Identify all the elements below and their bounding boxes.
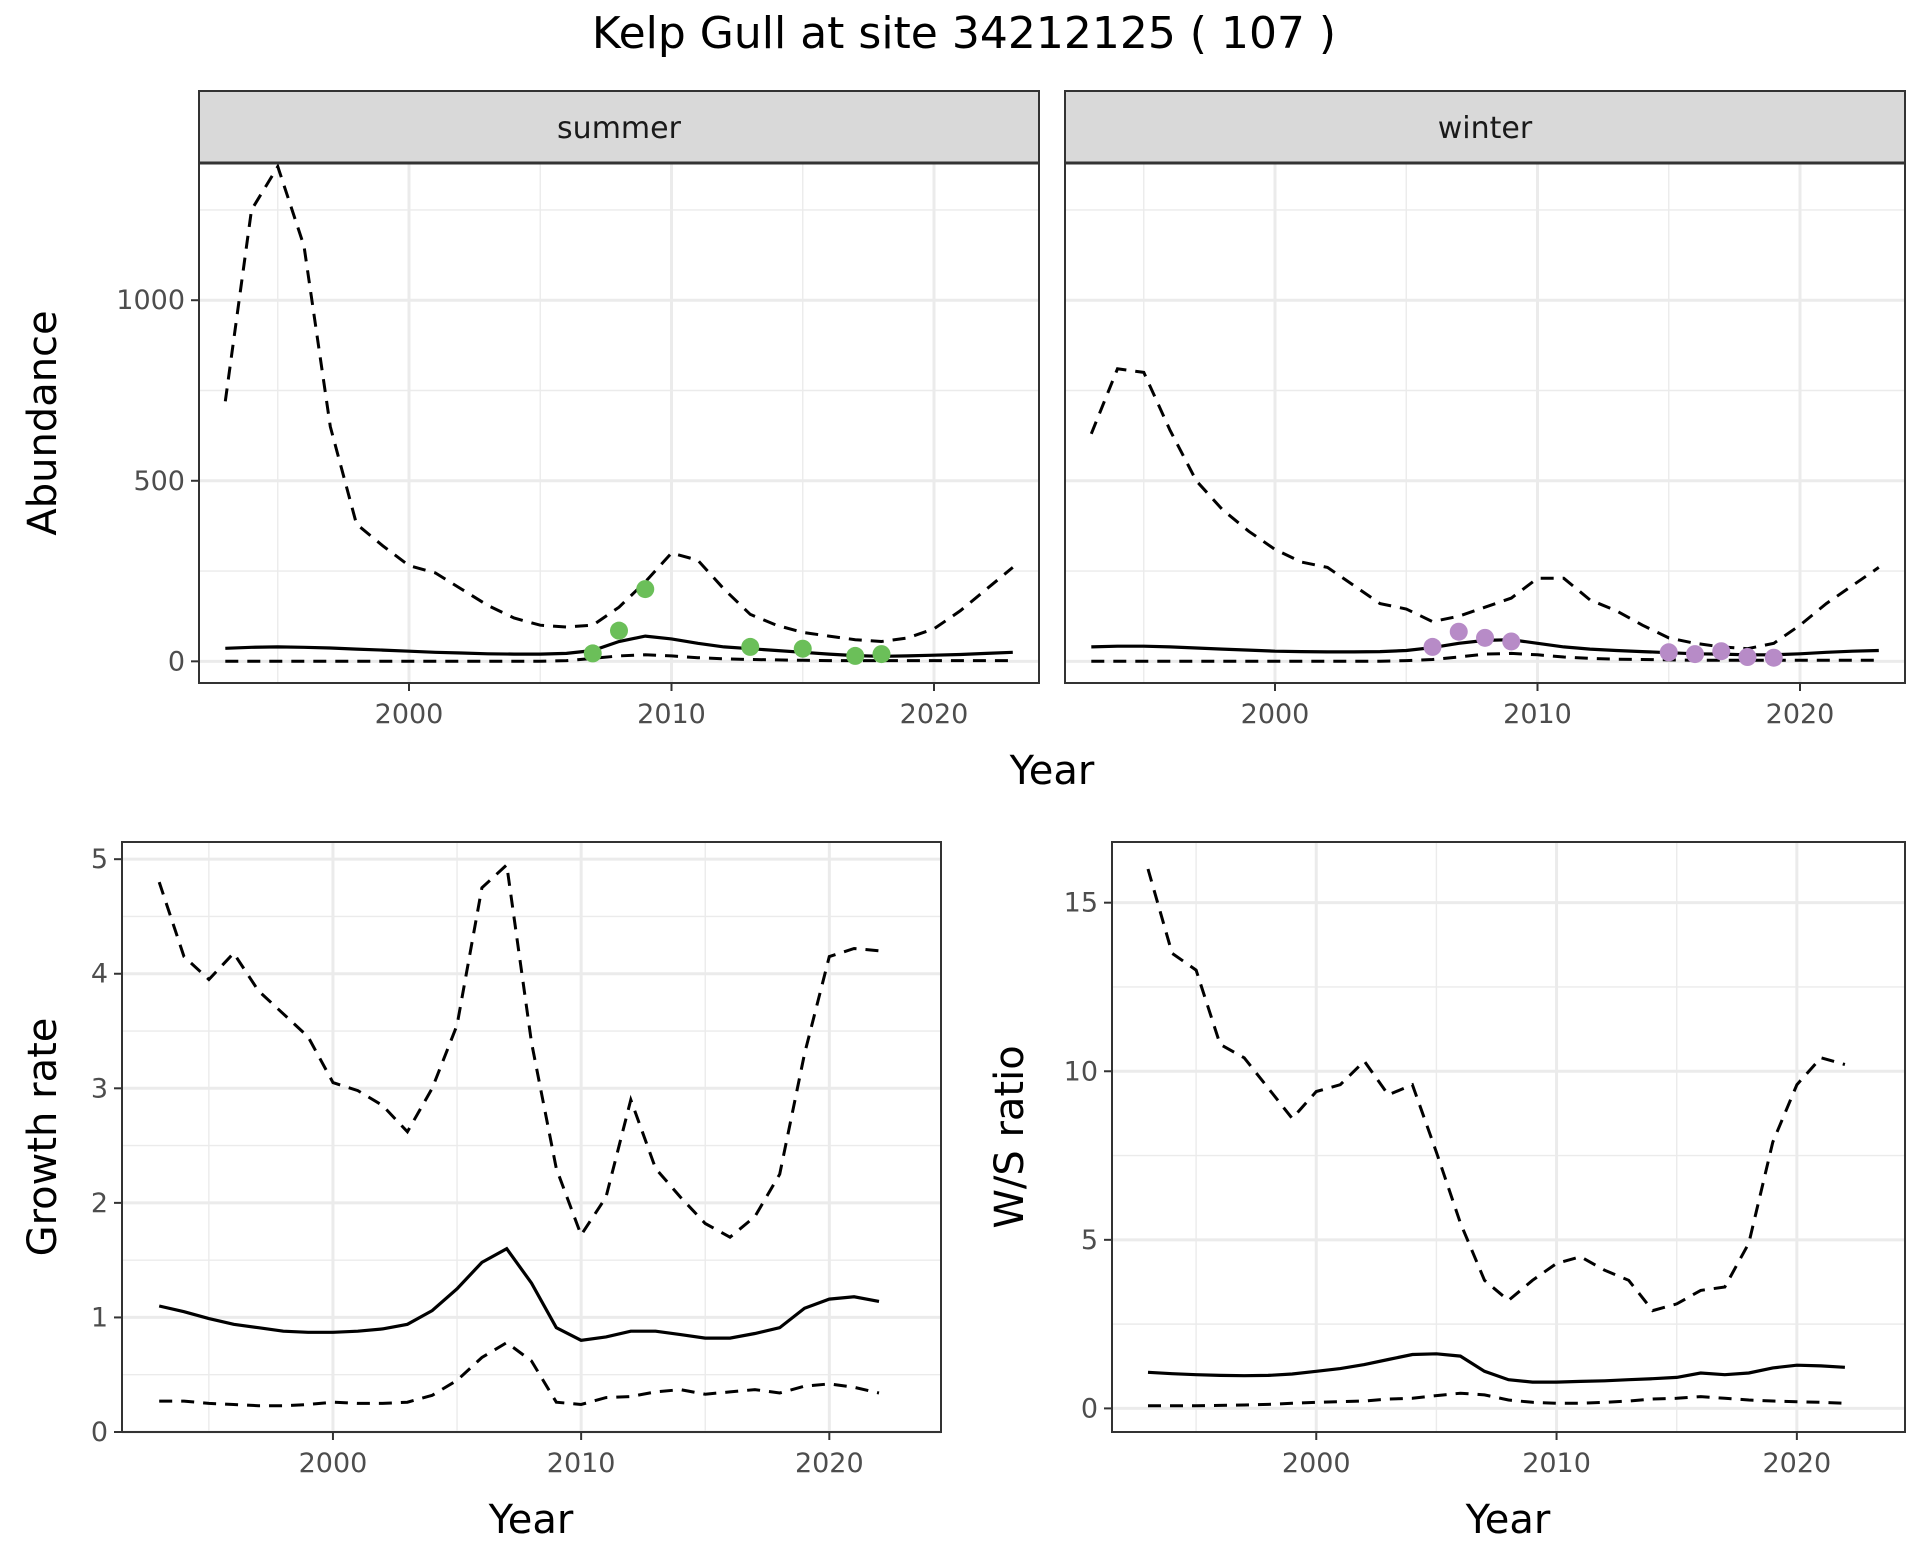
abundance-panel-summer: 2000 2010 2020 0 500 1000 summer: [116, 90, 1040, 730]
y-tick-label: 1000: [116, 285, 185, 316]
ws-ratio-y-axis-title: W/S ratio: [987, 1045, 1033, 1228]
y-tick-label: 5: [1081, 1225, 1098, 1256]
x-tick-label: 2000: [375, 699, 444, 730]
plot-area: [1065, 163, 1905, 683]
observation-point: [846, 646, 865, 665]
y-tick-label: 0: [91, 1417, 108, 1448]
x-tick-label: 2010: [547, 1448, 616, 1479]
y-tick-label: 500: [133, 466, 185, 497]
abundance-x-axis-title: Year: [1009, 748, 1095, 794]
panel-border: [1111, 841, 1906, 1433]
lower-bound-line: [159, 1340, 880, 1408]
observation-point: [610, 621, 628, 640]
x-tick-label: 2020: [1763, 1448, 1832, 1479]
panel-border: [121, 841, 942, 1433]
y-tick-label: 2: [91, 1188, 108, 1219]
abundance-y-axis-title: Abundance: [20, 310, 66, 535]
main-title: Kelp Gull at site 34212125 ( 107 ): [592, 8, 1336, 59]
observation-point: [583, 644, 602, 663]
facet-strip-label: winter: [1438, 111, 1533, 146]
mean-line: [158, 1246, 880, 1342]
lower-bound-line: [1148, 1391, 1845, 1408]
x-tick-label: 2010: [1503, 699, 1572, 730]
ws-ratio-x-axis-title: Year: [1465, 1497, 1551, 1543]
y-tick-label: 15: [1064, 888, 1098, 919]
observation-point: [1712, 642, 1731, 661]
observation-point: [636, 580, 655, 599]
mean-line: [1147, 1352, 1845, 1384]
y-tick-label: 0: [1081, 1393, 1098, 1424]
plot-area: [1112, 842, 1905, 1432]
plot-area: [122, 842, 941, 1432]
x-tick-label: 2000: [1282, 1448, 1351, 1479]
x-tick-label: 2020: [900, 699, 969, 730]
observation-point: [1738, 648, 1757, 666]
x-tick-label: 2000: [299, 1448, 368, 1479]
x-tick-label: 2010: [1522, 1448, 1591, 1479]
upper-bound-line: [223, 163, 1014, 644]
observation-point: [1659, 643, 1678, 662]
observation-point: [741, 637, 760, 656]
ws-ratio-panel: 2000 2010 2020 0 5 10 15: [1064, 841, 1906, 1479]
observation-point: [1423, 637, 1442, 656]
observation-point: [1686, 645, 1704, 664]
facet-strip: [198, 90, 1040, 164]
facet-strip-label: summer: [557, 111, 682, 146]
x-tick-label: 2000: [1241, 699, 1310, 730]
observation-point: [1502, 632, 1521, 651]
x-tick-label: 2020: [1766, 699, 1835, 730]
y-tick-label: 5: [91, 844, 108, 875]
observation-point: [1764, 648, 1783, 667]
y-tick-label: 0: [168, 646, 185, 677]
y-tick-label: 4: [91, 959, 108, 990]
upper-bound-line: [157, 861, 880, 1240]
x-tick-label: 2010: [637, 699, 706, 730]
observation-point: [793, 639, 812, 658]
observation-point: [872, 645, 891, 664]
facet-strip: [1064, 90, 1906, 164]
abundance-panel-winter: 2000 2010 2020 winter: [1064, 90, 1906, 730]
upper-bound-line: [1146, 868, 1846, 1313]
x-tick-label: 2020: [795, 1448, 864, 1479]
growth-rate-y-axis-title: Growth rate: [20, 1018, 66, 1257]
y-tick-label: 3: [91, 1073, 108, 1104]
growth-rate-x-axis-title: Year: [488, 1497, 574, 1543]
observation-point: [1449, 622, 1468, 641]
y-tick-label: 1: [91, 1302, 108, 1333]
plot-area: [199, 163, 1039, 683]
y-tick-label: 10: [1064, 1056, 1098, 1087]
growth-rate-panel: 2000 2010 2020 0 1 2 3 4 5: [91, 841, 942, 1479]
observation-point: [1476, 628, 1494, 647]
